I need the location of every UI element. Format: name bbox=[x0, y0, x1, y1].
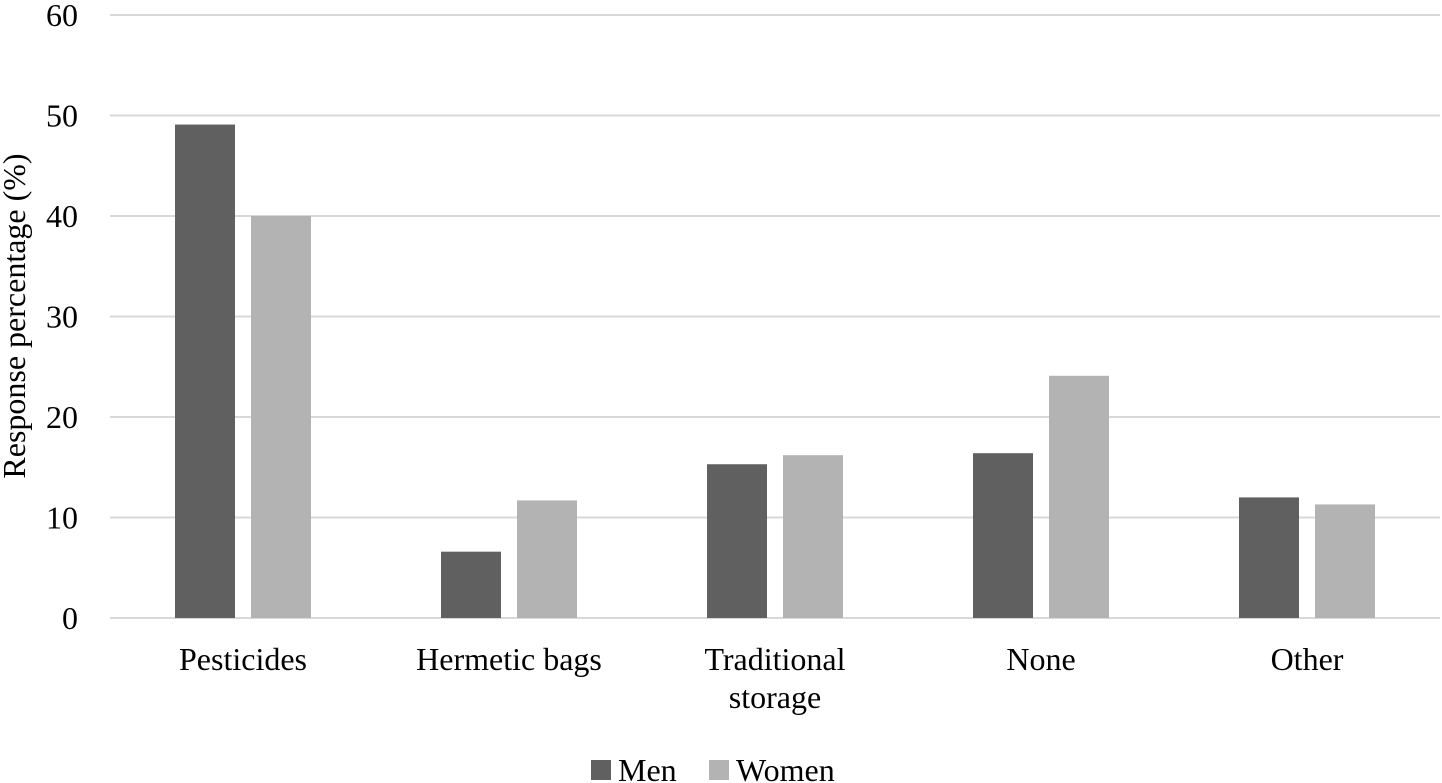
y-tick-label-20: 20 bbox=[46, 399, 78, 435]
y-tick-label-50: 50 bbox=[46, 98, 78, 134]
legend: Men Women bbox=[591, 752, 835, 783]
legend-label-women: Women bbox=[736, 752, 835, 783]
bar-women-1 bbox=[517, 500, 577, 618]
bar-men-1 bbox=[441, 551, 501, 618]
x-category-label-4: Other bbox=[1271, 641, 1344, 677]
legend-swatch-men bbox=[591, 760, 611, 780]
y-tick-label-60: 60 bbox=[46, 0, 78, 33]
legend-swatch-women bbox=[709, 760, 729, 780]
x-category-label-3: None bbox=[1006, 641, 1075, 677]
y-tick-label-30: 30 bbox=[46, 299, 78, 335]
gridlines bbox=[110, 14, 1440, 619]
x-axis-categories: Pesticides Hermetic bags Traditional storag… bbox=[179, 641, 1344, 715]
x-category-label-1: Hermetic bags bbox=[416, 641, 602, 677]
x-category-label-2: Traditional storage bbox=[704, 641, 845, 715]
bar-women-2 bbox=[783, 455, 843, 618]
bar-men-3 bbox=[973, 453, 1033, 618]
bars bbox=[175, 124, 1375, 619]
y-axis-title: Response percentage (%) bbox=[0, 153, 32, 478]
y-tick-label-40: 40 bbox=[46, 198, 78, 234]
bar-women-0 bbox=[251, 216, 311, 618]
bar-women-3 bbox=[1049, 375, 1109, 618]
bar-men-0 bbox=[175, 124, 235, 619]
x-category-label-0: Pesticides bbox=[179, 641, 307, 677]
legend-label-men: Men bbox=[618, 752, 677, 783]
y-axis-ticks: 0 10 20 30 40 50 60 bbox=[46, 0, 78, 636]
bar-men-2 bbox=[707, 464, 767, 618]
bar-women-4 bbox=[1315, 504, 1375, 618]
y-tick-label-10: 10 bbox=[46, 500, 78, 536]
bar-men-4 bbox=[1239, 497, 1299, 618]
y-tick-label-0: 0 bbox=[62, 600, 78, 636]
